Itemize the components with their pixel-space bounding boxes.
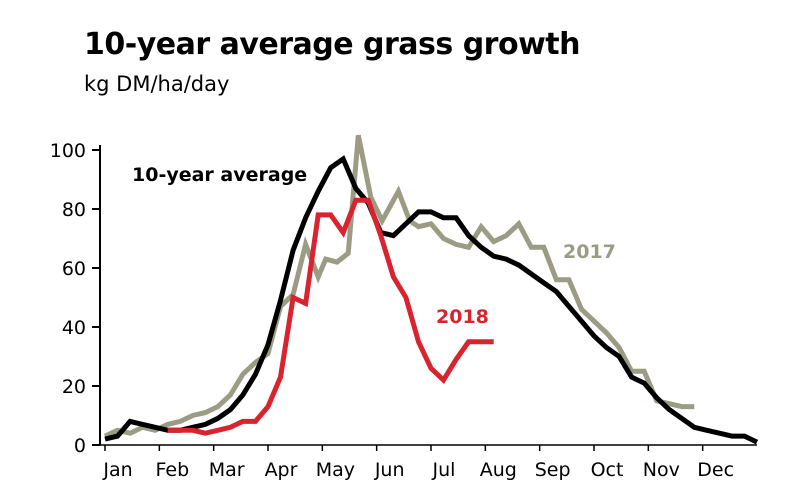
x-tick-label: Sep [535, 459, 571, 481]
y-axis-unit-label: kg DM/ha/day [84, 72, 230, 96]
label-2018: 2018 [436, 306, 489, 328]
label-10-year-average: 10-year average [132, 164, 307, 186]
x-tick-label: Jan [102, 459, 132, 481]
x-tick-label: May [316, 459, 355, 481]
label-2017: 2017 [563, 241, 616, 263]
x-tick-label: Jun [374, 459, 405, 481]
x-tick-label: Jul [432, 459, 456, 481]
y-tick-label: 60 [62, 258, 86, 280]
series-labels: 10-year average 2017 2018 [132, 164, 616, 328]
x-tick-label: Apr [265, 459, 298, 481]
x-tick-label: Feb [156, 459, 190, 481]
x-tick-label: Nov [643, 459, 680, 481]
x-tick-label: Dec [697, 459, 734, 481]
y-tick-label: 0 [74, 435, 86, 457]
series-line-2017 [103, 134, 695, 439]
axes-group: 0 20 40 60 80 100 Jan Feb Mar Apr May Jun Jul Aug Sep O… [50, 140, 757, 481]
x-tick-label: Oct [591, 459, 624, 481]
series-lines [103, 134, 759, 445]
y-tick-label: 80 [62, 199, 86, 221]
y-tick-label: 100 [50, 140, 86, 162]
y-tick-label: 40 [62, 317, 86, 339]
chart-title: 10-year average grass growth [84, 27, 581, 62]
series-line-2018 [167, 197, 494, 436]
x-tick-label: Mar [209, 459, 245, 481]
y-tick-label: 20 [62, 376, 86, 398]
series-line-10-year-average [104, 155, 759, 445]
x-tick-label: Aug [480, 459, 517, 481]
